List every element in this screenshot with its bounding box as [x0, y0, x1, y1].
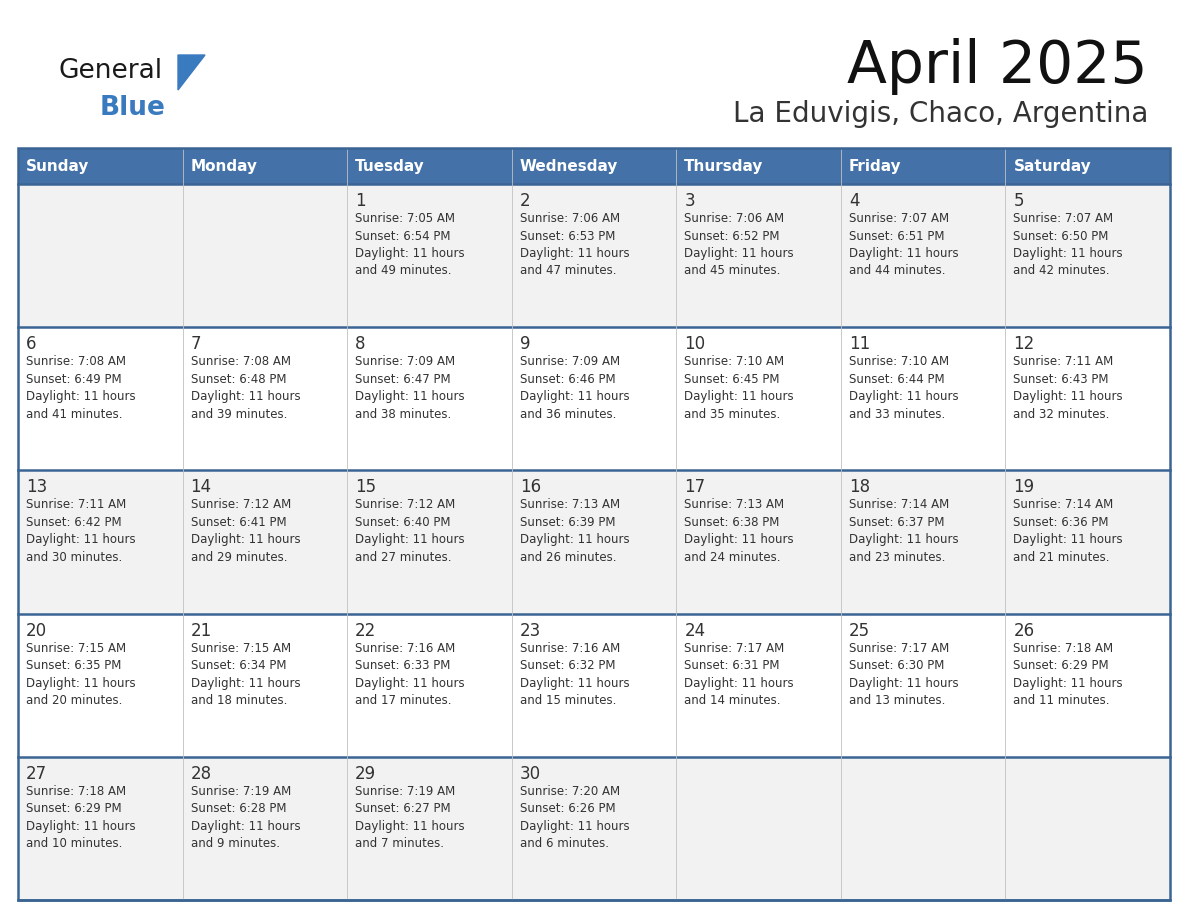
Text: 21: 21 [190, 621, 211, 640]
Text: 6: 6 [26, 335, 37, 353]
Bar [18, 148, 1170, 184]
Text: General: General [58, 58, 162, 84]
Text: Saturday: Saturday [1013, 159, 1092, 174]
Text: 3: 3 [684, 192, 695, 210]
Text: Sunrise: 7:12 AM
Sunset: 6:40 PM
Daylight: 11 hours
and 27 minutes.: Sunrise: 7:12 AM Sunset: 6:40 PM Dayligh… [355, 498, 465, 564]
Text: 1: 1 [355, 192, 366, 210]
Text: 19: 19 [1013, 478, 1035, 497]
Text: Sunrise: 7:10 AM
Sunset: 6:45 PM
Daylight: 11 hours
and 35 minutes.: Sunrise: 7:10 AM Sunset: 6:45 PM Dayligh… [684, 355, 794, 420]
Text: Sunrise: 7:08 AM
Sunset: 6:49 PM
Daylight: 11 hours
and 41 minutes.: Sunrise: 7:08 AM Sunset: 6:49 PM Dayligh… [26, 355, 135, 420]
Text: 30: 30 [519, 765, 541, 783]
Text: 12: 12 [1013, 335, 1035, 353]
Bar [18, 327, 1170, 470]
Text: Sunrise: 7:07 AM
Sunset: 6:50 PM
Daylight: 11 hours
and 42 minutes.: Sunrise: 7:07 AM Sunset: 6:50 PM Dayligh… [1013, 212, 1123, 277]
Text: Sunrise: 7:05 AM
Sunset: 6:54 PM
Daylight: 11 hours
and 49 minutes.: Sunrise: 7:05 AM Sunset: 6:54 PM Dayligh… [355, 212, 465, 277]
Text: April 2025: April 2025 [847, 38, 1148, 95]
Text: Sunrise: 7:11 AM
Sunset: 6:43 PM
Daylight: 11 hours
and 32 minutes.: Sunrise: 7:11 AM Sunset: 6:43 PM Dayligh… [1013, 355, 1123, 420]
Bar [18, 148, 1170, 900]
Bar [18, 470, 1170, 613]
Text: Sunrise: 7:19 AM
Sunset: 6:28 PM
Daylight: 11 hours
and 9 minutes.: Sunrise: 7:19 AM Sunset: 6:28 PM Dayligh… [190, 785, 301, 850]
Text: 29: 29 [355, 765, 377, 783]
Text: Sunrise: 7:14 AM
Sunset: 6:36 PM
Daylight: 11 hours
and 21 minutes.: Sunrise: 7:14 AM Sunset: 6:36 PM Dayligh… [1013, 498, 1123, 564]
Text: 10: 10 [684, 335, 706, 353]
Text: 22: 22 [355, 621, 377, 640]
Text: Sunrise: 7:20 AM
Sunset: 6:26 PM
Daylight: 11 hours
and 6 minutes.: Sunrise: 7:20 AM Sunset: 6:26 PM Dayligh… [519, 785, 630, 850]
Text: 9: 9 [519, 335, 530, 353]
Text: Sunday: Sunday [26, 159, 89, 174]
Text: Sunrise: 7:06 AM
Sunset: 6:53 PM
Daylight: 11 hours
and 47 minutes.: Sunrise: 7:06 AM Sunset: 6:53 PM Dayligh… [519, 212, 630, 277]
Text: 8: 8 [355, 335, 366, 353]
Text: Monday: Monday [190, 159, 258, 174]
Text: Sunrise: 7:15 AM
Sunset: 6:34 PM
Daylight: 11 hours
and 18 minutes.: Sunrise: 7:15 AM Sunset: 6:34 PM Dayligh… [190, 642, 301, 707]
Text: 27: 27 [26, 765, 48, 783]
Text: 16: 16 [519, 478, 541, 497]
Text: Thursday: Thursday [684, 159, 764, 174]
Text: Blue: Blue [100, 95, 166, 121]
Text: Sunrise: 7:18 AM
Sunset: 6:29 PM
Daylight: 11 hours
and 11 minutes.: Sunrise: 7:18 AM Sunset: 6:29 PM Dayligh… [1013, 642, 1123, 707]
Text: Sunrise: 7:18 AM
Sunset: 6:29 PM
Daylight: 11 hours
and 10 minutes.: Sunrise: 7:18 AM Sunset: 6:29 PM Dayligh… [26, 785, 135, 850]
Text: Sunrise: 7:10 AM
Sunset: 6:44 PM
Daylight: 11 hours
and 33 minutes.: Sunrise: 7:10 AM Sunset: 6:44 PM Dayligh… [849, 355, 959, 420]
Text: Sunrise: 7:17 AM
Sunset: 6:30 PM
Daylight: 11 hours
and 13 minutes.: Sunrise: 7:17 AM Sunset: 6:30 PM Dayligh… [849, 642, 959, 707]
Text: La Eduvigis, Chaco, Argentina: La Eduvigis, Chaco, Argentina [733, 100, 1148, 128]
Bar [18, 756, 1170, 900]
Text: Sunrise: 7:12 AM
Sunset: 6:41 PM
Daylight: 11 hours
and 29 minutes.: Sunrise: 7:12 AM Sunset: 6:41 PM Dayligh… [190, 498, 301, 564]
Text: Wednesday: Wednesday [519, 159, 618, 174]
Text: 23: 23 [519, 621, 541, 640]
Text: 11: 11 [849, 335, 870, 353]
Text: Sunrise: 7:15 AM
Sunset: 6:35 PM
Daylight: 11 hours
and 20 minutes.: Sunrise: 7:15 AM Sunset: 6:35 PM Dayligh… [26, 642, 135, 707]
Text: Sunrise: 7:08 AM
Sunset: 6:48 PM
Daylight: 11 hours
and 39 minutes.: Sunrise: 7:08 AM Sunset: 6:48 PM Dayligh… [190, 355, 301, 420]
Text: Sunrise: 7:13 AM
Sunset: 6:39 PM
Daylight: 11 hours
and 26 minutes.: Sunrise: 7:13 AM Sunset: 6:39 PM Dayligh… [519, 498, 630, 564]
Text: 7: 7 [190, 335, 201, 353]
Text: 14: 14 [190, 478, 211, 497]
Bar [18, 613, 1170, 756]
Text: 5: 5 [1013, 192, 1024, 210]
Polygon shape [178, 55, 206, 90]
Text: 20: 20 [26, 621, 48, 640]
Bar [18, 184, 1170, 327]
Text: 26: 26 [1013, 621, 1035, 640]
Text: 25: 25 [849, 621, 870, 640]
Text: 17: 17 [684, 478, 706, 497]
Text: 2: 2 [519, 192, 530, 210]
Text: #1a1a1a: #1a1a1a [55, 51, 62, 52]
Text: 15: 15 [355, 478, 377, 497]
Text: Sunrise: 7:09 AM
Sunset: 6:47 PM
Daylight: 11 hours
and 38 minutes.: Sunrise: 7:09 AM Sunset: 6:47 PM Dayligh… [355, 355, 465, 420]
Text: Sunrise: 7:16 AM
Sunset: 6:33 PM
Daylight: 11 hours
and 17 minutes.: Sunrise: 7:16 AM Sunset: 6:33 PM Dayligh… [355, 642, 465, 707]
Text: 28: 28 [190, 765, 211, 783]
Text: 13: 13 [26, 478, 48, 497]
Text: 4: 4 [849, 192, 859, 210]
Text: Sunrise: 7:11 AM
Sunset: 6:42 PM
Daylight: 11 hours
and 30 minutes.: Sunrise: 7:11 AM Sunset: 6:42 PM Dayligh… [26, 498, 135, 564]
Text: 18: 18 [849, 478, 870, 497]
Text: Sunrise: 7:17 AM
Sunset: 6:31 PM
Daylight: 11 hours
and 14 minutes.: Sunrise: 7:17 AM Sunset: 6:31 PM Dayligh… [684, 642, 794, 707]
Text: Sunrise: 7:07 AM
Sunset: 6:51 PM
Daylight: 11 hours
and 44 minutes.: Sunrise: 7:07 AM Sunset: 6:51 PM Dayligh… [849, 212, 959, 277]
Text: 24: 24 [684, 621, 706, 640]
Text: Sunrise: 7:09 AM
Sunset: 6:46 PM
Daylight: 11 hours
and 36 minutes.: Sunrise: 7:09 AM Sunset: 6:46 PM Dayligh… [519, 355, 630, 420]
Text: Sunrise: 7:16 AM
Sunset: 6:32 PM
Daylight: 11 hours
and 15 minutes.: Sunrise: 7:16 AM Sunset: 6:32 PM Dayligh… [519, 642, 630, 707]
Text: Sunrise: 7:19 AM
Sunset: 6:27 PM
Daylight: 11 hours
and 7 minutes.: Sunrise: 7:19 AM Sunset: 6:27 PM Dayligh… [355, 785, 465, 850]
Text: Tuesday: Tuesday [355, 159, 425, 174]
Text: Sunrise: 7:06 AM
Sunset: 6:52 PM
Daylight: 11 hours
and 45 minutes.: Sunrise: 7:06 AM Sunset: 6:52 PM Dayligh… [684, 212, 794, 277]
Text: Friday: Friday [849, 159, 902, 174]
Text: Sunrise: 7:14 AM
Sunset: 6:37 PM
Daylight: 11 hours
and 23 minutes.: Sunrise: 7:14 AM Sunset: 6:37 PM Dayligh… [849, 498, 959, 564]
Text: Sunrise: 7:13 AM
Sunset: 6:38 PM
Daylight: 11 hours
and 24 minutes.: Sunrise: 7:13 AM Sunset: 6:38 PM Dayligh… [684, 498, 794, 564]
